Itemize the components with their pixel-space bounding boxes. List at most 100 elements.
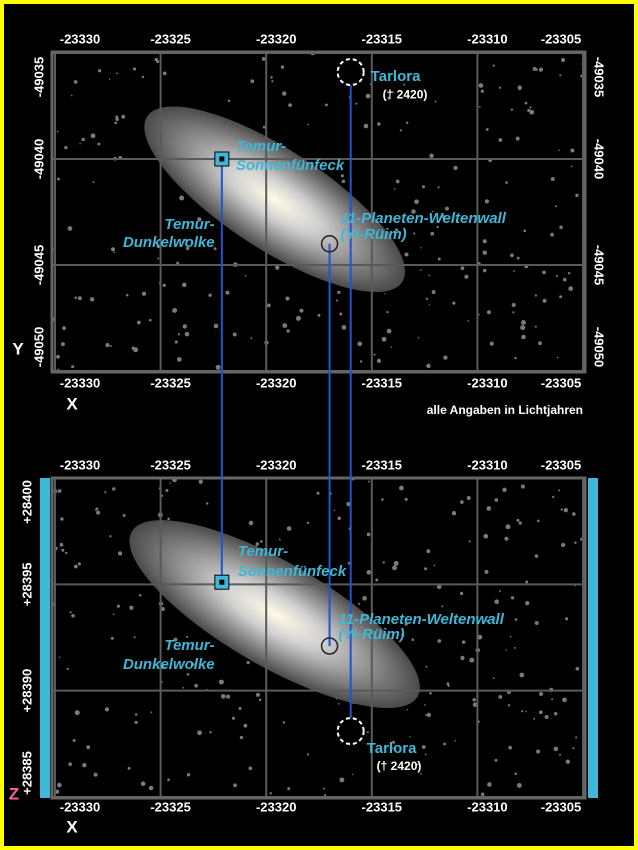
star — [527, 108, 531, 112]
star — [498, 138, 503, 142]
star — [95, 507, 99, 511]
star — [288, 103, 292, 108]
star — [141, 291, 147, 296]
star — [489, 341, 494, 346]
star — [404, 252, 409, 257]
star — [390, 346, 393, 348]
star — [208, 293, 212, 297]
star — [306, 521, 310, 524]
y-tick-label: -49050 — [592, 327, 607, 367]
star — [324, 103, 328, 107]
star — [441, 605, 444, 608]
star — [570, 148, 575, 153]
star — [404, 622, 408, 626]
side-bar — [40, 478, 50, 798]
star — [565, 617, 569, 621]
star — [452, 301, 456, 305]
star — [197, 730, 202, 736]
star — [136, 320, 141, 325]
star — [57, 177, 60, 181]
x-tick-label: -23310 — [467, 31, 507, 46]
star — [534, 325, 537, 328]
star — [460, 266, 465, 271]
star — [538, 341, 542, 346]
star — [542, 270, 546, 275]
object-label: 11-Planeten-Weltenwall — [339, 611, 505, 628]
star — [172, 307, 178, 313]
x-tick-label: -23310 — [467, 799, 507, 814]
star — [511, 302, 516, 308]
star — [478, 83, 484, 88]
star — [575, 666, 580, 671]
star — [176, 357, 182, 362]
star — [472, 697, 476, 702]
star — [555, 205, 558, 208]
x-tick-label: -23315 — [362, 375, 402, 390]
star — [93, 772, 98, 777]
star — [572, 747, 575, 750]
star — [125, 294, 129, 297]
x-tick-label: -23320 — [256, 457, 296, 472]
x-tick-label: -23305 — [541, 457, 581, 472]
star — [248, 520, 254, 526]
star — [134, 720, 138, 724]
star — [553, 712, 558, 716]
star — [498, 694, 503, 699]
star — [57, 782, 62, 788]
footnote: alle Angaben in Lichtjahren — [427, 403, 583, 417]
marker-dot — [219, 156, 225, 162]
star — [110, 247, 116, 252]
object-label: 11-Planeten-Weltenwall — [341, 210, 507, 227]
star — [160, 607, 165, 611]
star — [282, 91, 287, 96]
star — [560, 508, 563, 511]
star — [225, 290, 230, 295]
star — [560, 542, 566, 548]
star — [565, 759, 571, 764]
star — [431, 290, 436, 295]
x-tick-label: -23330 — [60, 457, 100, 472]
star — [74, 710, 80, 716]
star — [467, 320, 470, 322]
star — [179, 195, 185, 201]
star — [498, 86, 502, 89]
star — [558, 149, 560, 151]
star — [486, 310, 492, 315]
y-tick-label: -49040 — [592, 139, 607, 179]
star — [424, 704, 426, 706]
star — [337, 290, 341, 294]
star — [56, 130, 59, 133]
star — [282, 721, 286, 724]
x-tick-label: -23305 — [541, 31, 581, 46]
x-tick-label: -23320 — [256, 799, 296, 814]
star — [520, 484, 525, 489]
star — [69, 611, 72, 614]
star — [523, 229, 527, 233]
star — [482, 239, 487, 244]
star — [317, 313, 321, 317]
star — [258, 698, 262, 702]
star — [426, 712, 431, 718]
star — [278, 538, 281, 541]
star — [148, 785, 154, 791]
star — [73, 80, 78, 84]
star — [184, 331, 190, 337]
star — [116, 72, 118, 75]
star — [406, 709, 408, 711]
star — [270, 76, 273, 79]
star — [156, 244, 161, 249]
star — [182, 686, 184, 689]
star — [487, 782, 492, 787]
star — [521, 710, 524, 713]
star — [509, 635, 512, 638]
x-tick-label: -23310 — [467, 457, 507, 472]
star — [205, 502, 209, 505]
star — [71, 614, 75, 618]
y-tick-label: +28400 — [19, 480, 34, 524]
star — [184, 238, 188, 242]
star — [232, 332, 237, 337]
star — [436, 584, 442, 590]
star — [395, 179, 400, 184]
star — [96, 510, 101, 515]
